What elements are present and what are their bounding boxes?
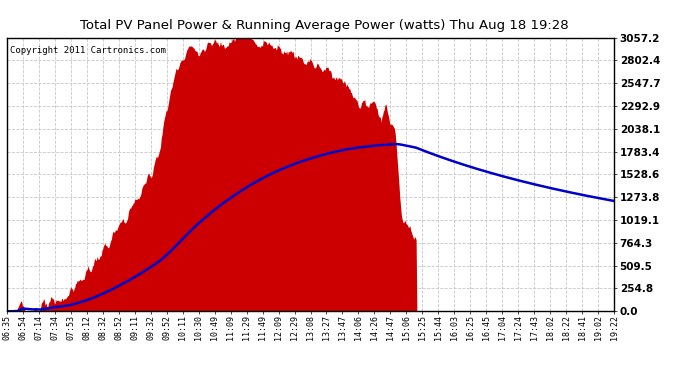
Text: Total PV Panel Power & Running Average Power (watts) Thu Aug 18 19:28: Total PV Panel Power & Running Average P… — [80, 19, 569, 32]
Text: Copyright 2011 Cartronics.com: Copyright 2011 Cartronics.com — [10, 46, 166, 55]
